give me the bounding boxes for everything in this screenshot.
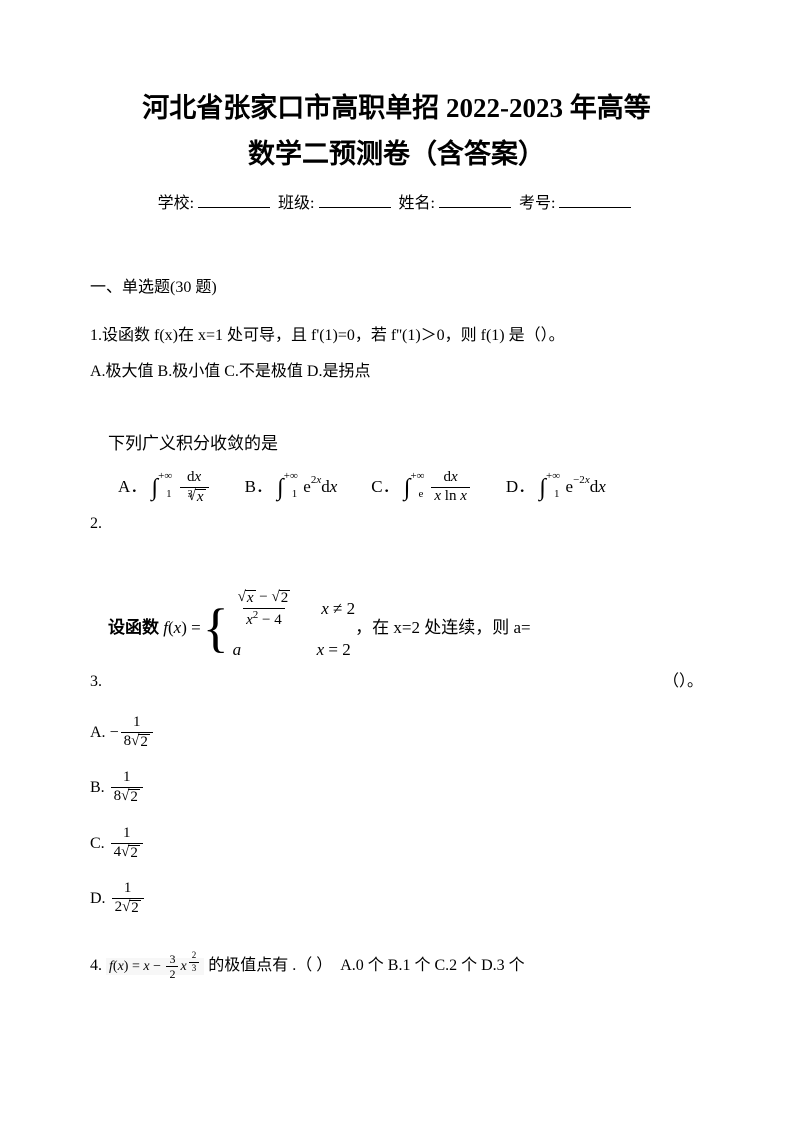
examno-label: 考号: <box>519 195 555 212</box>
q2-a-frac: dx 3x <box>180 470 209 506</box>
q3-row1-expr: x − 2 x2 − 4 <box>235 590 294 629</box>
q3-number: 3. <box>90 667 102 697</box>
q2-d-lower: 1 <box>554 484 560 505</box>
q3-a-label: A. <box>90 718 106 748</box>
examno-blank[interactable] <box>559 193 631 208</box>
title-line-1: 河北省张家口市高职单招 2022-2023 年高等 <box>90 90 703 128</box>
name-blank[interactable] <box>439 193 511 208</box>
q4-expr: f(x) = x − 32x23 <box>106 958 204 975</box>
q2-c-label: C． <box>371 471 399 503</box>
school-label: 学校: <box>158 195 194 212</box>
q2-option-d: D． ∫+∞1 e−2xdx <box>506 471 606 503</box>
q3-prefix: 设函数 <box>108 612 159 644</box>
q3-a-value: 182 <box>121 715 153 751</box>
q4-tail: 的极值点有 <box>208 957 288 974</box>
q3-c-label: C. <box>90 829 105 859</box>
q3-row2-expr: a <box>233 634 291 666</box>
brace-icon: { <box>203 601 229 655</box>
title-line-2: 数学二预测卷（含答案） <box>90 132 703 171</box>
q2-c-lower: e <box>418 484 423 505</box>
q2-b-lower: 1 <box>292 484 298 505</box>
q2-option-c: C． ∫+∞e dx x ln x <box>371 470 472 505</box>
q4-options: A.0 个 B.1 个 C.2 个 D.3 个 <box>340 957 524 974</box>
exam-page: 河北省张家口市高职单招 2022-2023 年高等 数学二预测卷（含答案） 学校… <box>0 0 793 1122</box>
q3-func: f <box>163 612 168 644</box>
q1-number: 1. <box>90 327 102 344</box>
question-1: 1.设函数 f(x)在 x=1 处可导，且 f'(1)=0，若 f''(1)＞0… <box>90 321 703 388</box>
q3-c-value: 142 <box>111 826 143 862</box>
q2-d-label: D． <box>506 471 535 503</box>
q1-stem: 设函数 f(x)在 x=1 处可导，且 f'(1)=0，若 f''(1)＞0，则… <box>102 327 565 344</box>
q1-options: A.极大值 B.极小值 C.不是极值 D.是拐点 <box>90 357 703 387</box>
question-3: 设函数 f(x) = { x − 2 x2 − 4 x ≠ 2 a x = 2 <box>90 590 703 917</box>
q3-option-a: A. − 182 <box>90 715 703 751</box>
q3-b-value: 182 <box>111 770 143 806</box>
q3-d-value: 122 <box>112 881 144 917</box>
q3-row1-cond: x ≠ 2 <box>321 593 355 625</box>
q4-number: 4. <box>90 957 102 974</box>
q2-c-frac: dx x ln x <box>431 470 470 505</box>
school-blank[interactable] <box>198 193 270 208</box>
q2-option-b: B． ∫+∞1 e2xdx <box>245 471 338 503</box>
q2-a-label: A． <box>118 471 147 503</box>
q3-middle: ，在 x=2 处连续，则 a= <box>355 612 530 644</box>
q3-suffix: （）。 <box>663 667 703 697</box>
q3-option-d: D. 122 <box>90 881 703 917</box>
q2-b-label: B． <box>245 471 273 503</box>
student-info-line: 学校: 班级: 姓名: 考号: <box>90 189 703 213</box>
q2-stem: 下列广义积分收敛的是 <box>108 428 703 460</box>
question-4: 4. f(x) = x − 32x23 的极值点有 .（ ） A.0 个 B.1… <box>90 951 703 981</box>
q2-a-lower: 1 <box>166 484 172 505</box>
q3-piecewise: { x − 2 x2 − 4 x ≠ 2 a x = 2 <box>201 590 355 667</box>
q3-d-label: D. <box>90 884 106 914</box>
q3-b-label: B. <box>90 773 105 803</box>
q2-option-a: A． ∫+∞1 dx 3x <box>118 470 211 506</box>
q3-option-c: C. 142 <box>90 826 703 862</box>
q2-options: A． ∫+∞1 dx 3x B． ∫+∞1 e2xdx C． ∫+∞e dx x <box>118 470 703 506</box>
q4-blank: .（ ） <box>292 957 332 974</box>
q3-option-b: B. 182 <box>90 770 703 806</box>
section-heading: 一、单选题(30 题) <box>90 273 703 297</box>
q2-number: 2. <box>90 509 703 539</box>
question-2: 下列广义积分收敛的是 A． ∫+∞1 dx 3x B． ∫+∞1 e2xdx C… <box>90 428 703 540</box>
name-label: 姓名: <box>399 195 435 212</box>
q3-row2-cond: x = 2 <box>317 634 351 666</box>
class-blank[interactable] <box>319 193 391 208</box>
class-label: 班级: <box>278 195 314 212</box>
